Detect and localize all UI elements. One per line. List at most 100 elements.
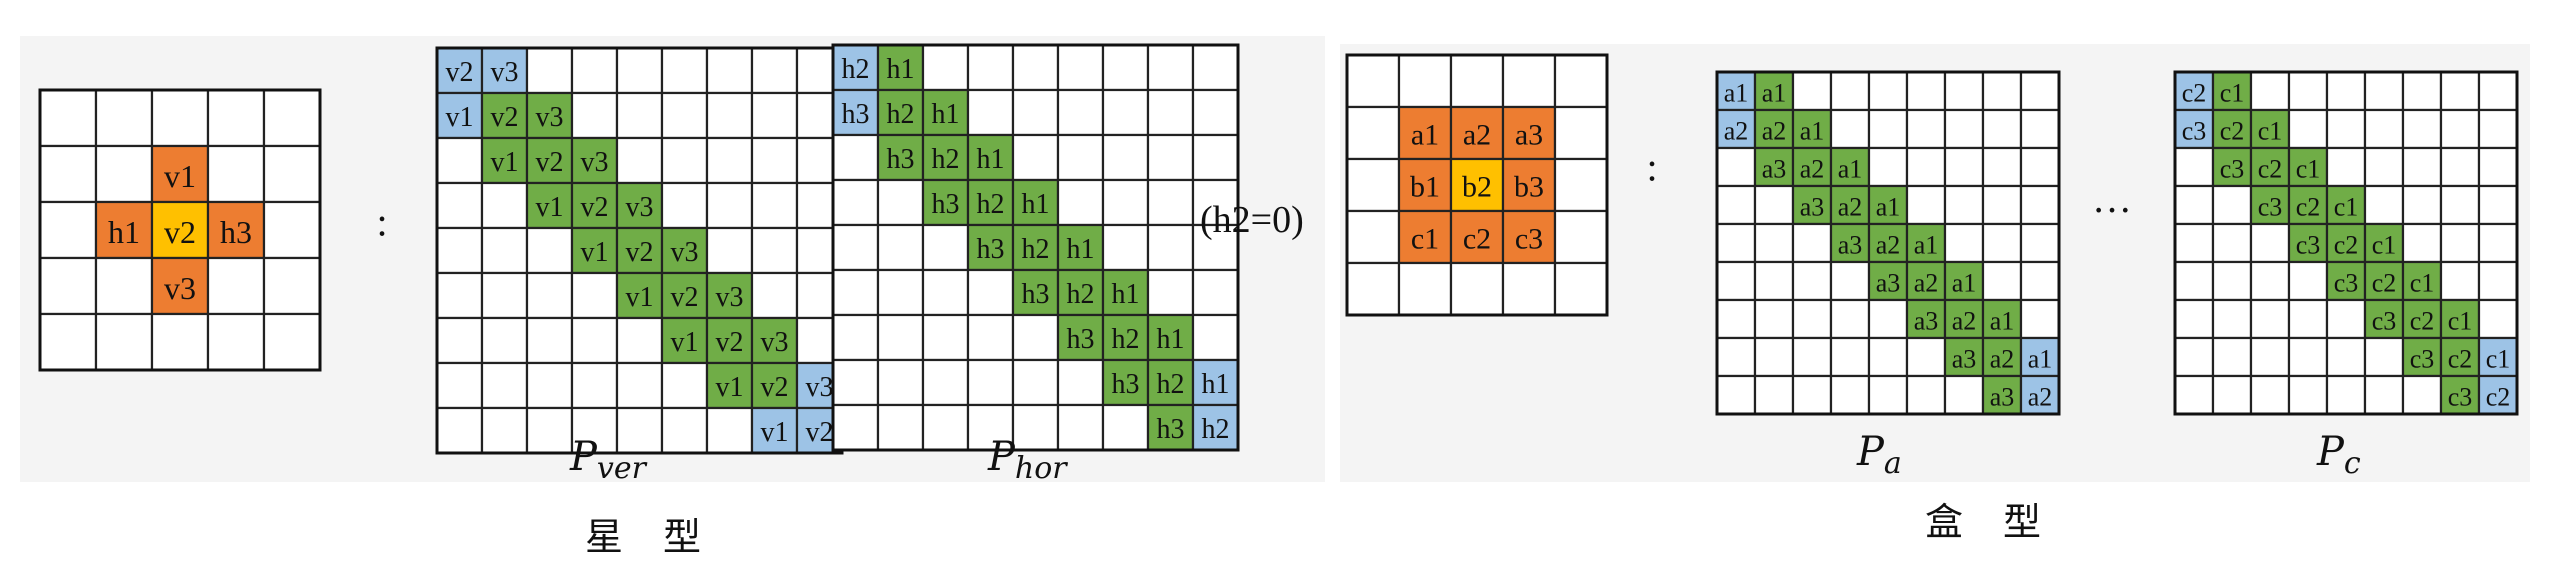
p-c-cell-label: c2 [2296, 193, 2321, 222]
p-c-cell [2249, 70, 2291, 112]
star-kernel-grid: v1 h1 v2 h3 v3 [38, 88, 322, 372]
p-a-cell [2019, 70, 2061, 112]
p-c-cell-label: c1 [2372, 231, 2397, 260]
p-a-cell [1867, 70, 1909, 112]
p-hor-label: Phor [987, 434, 1068, 486]
p-ver-cell [435, 406, 484, 455]
p-ver-cell [570, 316, 619, 365]
p-c-cell [2287, 374, 2329, 416]
p-ver-cell [615, 226, 664, 275]
p-hor-cell-label: h2 [842, 54, 870, 85]
box-kernel-cell [1345, 53, 1401, 109]
p-ver-cell [525, 361, 574, 410]
p-ver-cell [705, 226, 754, 275]
p-hor-cell-label: h2 [1067, 279, 1095, 310]
p-a-cell-label: a2 [1952, 307, 1977, 336]
p-a-cell [1867, 336, 1909, 378]
p-hor-cell [921, 403, 970, 452]
p-a-cell [1829, 336, 1871, 378]
p-hor-cell [1011, 358, 1060, 407]
p-a-cell-label: a2 [1990, 345, 2015, 374]
box-kernel-cell [1345, 105, 1401, 161]
p-ver-cell [750, 181, 799, 230]
star-kernel-cell [94, 256, 154, 316]
p-ver-cell [750, 271, 799, 320]
p-a-cell [1791, 260, 1833, 302]
p-c-cell-label: c3 [2372, 307, 2397, 336]
p-hor-cell [876, 133, 925, 182]
p-c-cell [2249, 222, 2291, 264]
p-a-cell [1829, 374, 1871, 416]
p-c-cell-label: c2 [2448, 345, 2473, 374]
p-hor-cell [1146, 223, 1195, 272]
p-a-cell [1753, 222, 1795, 264]
p-c-cell [2477, 222, 2519, 264]
p-ver-cell [615, 91, 664, 140]
p-hor-cell [966, 358, 1015, 407]
p-c-cell [2287, 298, 2329, 340]
p-c-cell [2477, 146, 2519, 188]
p-hor-cell [1146, 88, 1195, 137]
p-c-cell-label: c3 [2334, 269, 2359, 298]
p-c-cell [2325, 146, 2367, 188]
box-kernel-cell [1345, 209, 1401, 265]
p-ver-cell-label: v1 [671, 327, 699, 358]
p-hor-cell-label: h3 [1157, 414, 1185, 445]
p-c-cell-label: c2 [2220, 117, 2245, 146]
p-a-cell [1715, 260, 1757, 302]
box-kernel-cell-label: a1 [1411, 119, 1439, 152]
p-hor-cell [966, 88, 1015, 137]
p-hor-cell [831, 313, 880, 362]
p-c-cell [2287, 70, 2329, 112]
p-c-cell [2363, 146, 2405, 188]
p-ver-cell [750, 136, 799, 185]
p-a-cell-label: a1 [1800, 117, 1825, 146]
p-ver-cell [750, 91, 799, 140]
p-ver-cell-label: v3 [491, 57, 519, 88]
p-c-cell-label: c1 [2220, 79, 2245, 108]
p-hor-cell-label: h3 [1067, 324, 1095, 355]
p-hor-cell [966, 133, 1015, 182]
p-a-cell [1905, 374, 1947, 416]
p-ver-cell [660, 181, 709, 230]
p-a-cell-label: a2 [1724, 117, 1749, 146]
p-hor-cell-label: h2 [1022, 234, 1050, 265]
p-c-cell-label: c2 [2486, 383, 2511, 412]
p-ver-cell-label: v1 [626, 282, 654, 313]
p-ver-cell [525, 406, 574, 455]
p-ver-cell-label: v3 [761, 327, 789, 358]
p-c-cell [2173, 336, 2215, 378]
p-hor-cell [1146, 403, 1195, 452]
p-a-cell [1791, 108, 1833, 150]
p-hor-cell [921, 313, 970, 362]
p-a-cell-label: a1 [1838, 155, 1863, 184]
p-a-cell-label: a2 [1800, 155, 1825, 184]
star-kernel-cell [262, 312, 322, 372]
p-hor-cell [1191, 223, 1240, 272]
p-ver-cell [480, 136, 529, 185]
star-kernel-cell [206, 256, 266, 316]
h2-zero-note: (h2=0) [1200, 199, 1304, 241]
p-a-cell [2019, 184, 2061, 226]
p-a-cell [1791, 298, 1833, 340]
p-hor-cell [1056, 403, 1105, 452]
p-c-cell [2211, 298, 2253, 340]
p-c-cell [2287, 336, 2329, 378]
p-a-cell-label: a1 [1990, 307, 2015, 336]
star-kernel-cell [262, 256, 322, 316]
box-kernel-cell [1553, 105, 1609, 161]
p-a-cell [1791, 70, 1833, 112]
p-ver-cell [615, 46, 664, 95]
p-c-cell-label: c3 [2182, 117, 2207, 146]
p-hor-cell [921, 358, 970, 407]
p-c-cell [2477, 184, 2519, 226]
p-c-cell [2211, 374, 2253, 416]
star-kernel-cell [38, 312, 98, 372]
p-hor-cell-label: h3 [932, 189, 960, 220]
p-ver-cell [660, 46, 709, 95]
p-ver-cell [435, 226, 484, 275]
p-c-cell [2439, 184, 2481, 226]
p-ver-cell-label: v2 [581, 192, 609, 223]
p-ver-cell [525, 316, 574, 365]
p-hor-cell [831, 358, 880, 407]
